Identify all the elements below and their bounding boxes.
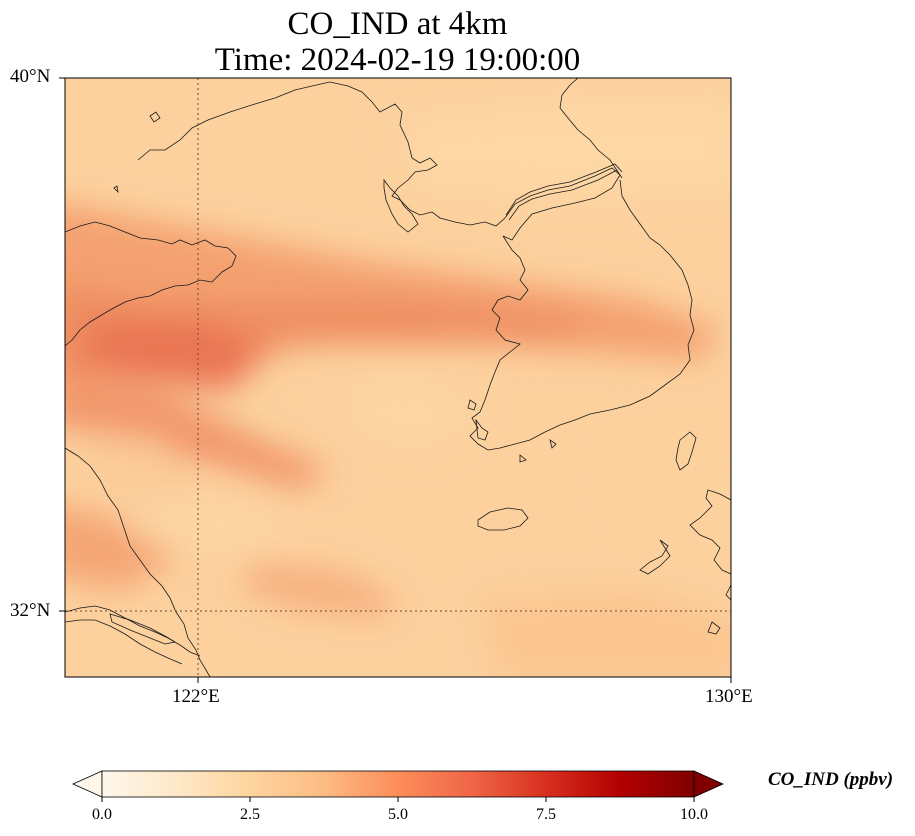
colorbar-bar bbox=[101, 770, 695, 798]
map-title: CO_IND at 4km bbox=[287, 6, 508, 42]
colorbar-min-extend bbox=[72, 770, 103, 798]
colorbar-tick-label: 10.0 bbox=[680, 806, 708, 823]
colorbar-max-extend bbox=[693, 770, 724, 798]
axis-ticks bbox=[59, 77, 732, 683]
colorbar-tick-label: 2.5 bbox=[240, 806, 260, 823]
coastlines bbox=[65, 78, 731, 677]
lon-label-122e: 122°E bbox=[172, 686, 220, 707]
concentration-field bbox=[65, 78, 731, 677]
lon-label-130e: 130°E bbox=[705, 686, 753, 707]
colorbar bbox=[72, 770, 724, 802]
gridlines bbox=[65, 78, 731, 677]
map-subtitle-time: Time: 2024-02-19 19:00:00 bbox=[214, 42, 581, 78]
colorbar-ticks bbox=[101, 797, 695, 802]
colorbar-tick-label: 0.0 bbox=[92, 806, 112, 823]
colorbar-tick-label: 7.5 bbox=[536, 806, 556, 823]
lat-label-40n: 40°N bbox=[10, 66, 51, 87]
map-frame bbox=[64, 77, 732, 678]
colorbar-tick-label: 5.0 bbox=[388, 806, 408, 823]
colorbar-title: CO_IND (ppbv) bbox=[768, 769, 894, 790]
lat-label-32n: 32°N bbox=[10, 600, 51, 621]
